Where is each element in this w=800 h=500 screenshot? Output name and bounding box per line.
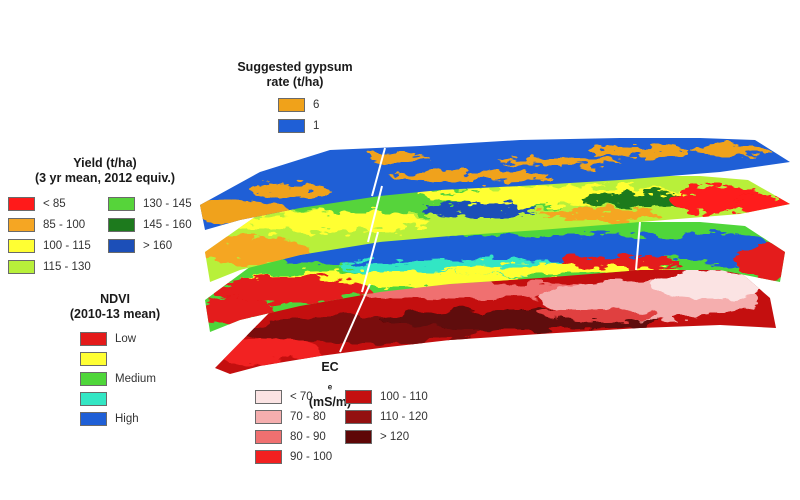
ece-swatch: [345, 430, 372, 444]
gypsum-swatch: [278, 119, 305, 133]
ndvi-legend-title: NDVI (2010-13 mean): [69, 292, 161, 321]
layer-seams: [339, 147, 641, 353]
ece-legend-item: 110 - 120: [345, 409, 428, 425]
ece-swatch: [255, 430, 282, 444]
ndvi-swatch: [80, 332, 107, 346]
ece-swatch: [345, 410, 372, 424]
yield-swatch: [8, 197, 35, 211]
yield-swatch: [108, 218, 135, 232]
ndvi-swatch: [80, 372, 107, 386]
ece-swatch: [255, 410, 282, 424]
ece-swatch: [255, 390, 282, 404]
yield-swatch: [8, 260, 35, 274]
yield-legend-item: > 160: [108, 238, 172, 254]
yield-legend-item: 130 - 145: [108, 196, 192, 212]
yield-legend-item: 115 - 130: [8, 259, 91, 275]
ece-legend-item: 100 - 110: [345, 389, 428, 405]
yield-legend-item: 100 - 115: [8, 238, 91, 254]
ece-legend-item: > 120: [345, 429, 409, 445]
yield-legend-item: 145 - 160: [108, 217, 192, 233]
gypsum-legend-title: Suggested gypsum rate (t/ha): [237, 60, 353, 89]
yield-swatch: [108, 197, 135, 211]
ece-legend-title: EC e (mS/m): [308, 360, 352, 409]
gypsum-legend-item: 6: [278, 97, 319, 113]
yield-swatch: [8, 218, 35, 232]
ndvi-legend-item: Medium: [80, 371, 156, 387]
gypsum-legend-item: 1: [278, 118, 319, 134]
ndvi-legend-item: [80, 351, 115, 367]
ndvi-swatch: [80, 412, 107, 426]
ece-swatch: [255, 450, 282, 464]
ece-legend-item: 80 - 90: [255, 429, 326, 445]
yield-swatch: [8, 239, 35, 253]
ndvi-legend-item: Low: [80, 331, 136, 347]
ece-map-layer: [215, 268, 776, 374]
ece-swatch: [345, 390, 372, 404]
yield-legend-item: < 85: [8, 196, 66, 212]
yield-legend-title: Yield (t/ha) (3 yr mean, 2012 equiv.): [34, 156, 176, 185]
ndvi-legend-item: [80, 391, 115, 407]
yield-legend-item: 85 - 100: [8, 217, 85, 233]
ndvi-swatch: [80, 352, 107, 366]
ece-legend-item: 70 - 80: [255, 409, 326, 425]
ece-legend-item: < 70: [255, 389, 313, 405]
ndvi-swatch: [80, 392, 107, 406]
gypsum-swatch: [278, 98, 305, 112]
ece-legend-item: 90 - 100: [255, 449, 332, 465]
yield-swatch: [108, 239, 135, 253]
ndvi-legend-item: High: [80, 411, 139, 427]
